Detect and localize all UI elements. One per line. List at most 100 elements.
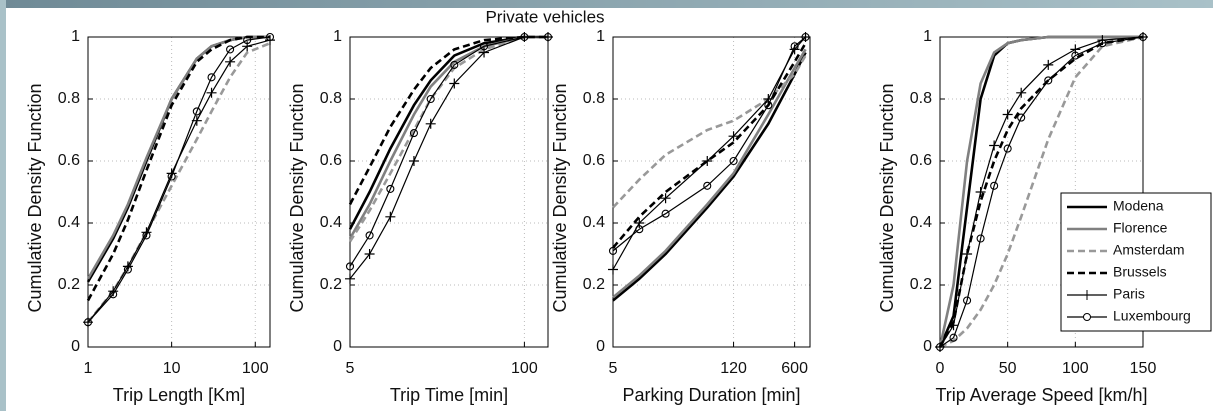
marker-plus	[425, 118, 436, 129]
marker-plus	[962, 249, 973, 259]
marker-plus	[1016, 87, 1027, 98]
marker-plus	[1043, 59, 1054, 70]
x-axis-label: Trip Length [Km]	[113, 385, 245, 405]
y-tick-label: 0.2	[58, 276, 80, 293]
legend-label: Luxembourg	[1113, 308, 1191, 324]
legend-label: Modena	[1113, 198, 1164, 214]
axes-box	[87, 36, 271, 348]
top-band	[0, 0, 1213, 8]
marker-plus	[479, 47, 490, 58]
marker-circle	[935, 342, 945, 352]
marker-circle	[265, 32, 275, 42]
marker-circle	[426, 94, 435, 104]
marker-circle	[142, 231, 151, 240]
marker-circle	[949, 333, 958, 342]
series-line	[612, 48, 807, 299]
marker-circle	[1138, 32, 1148, 42]
series-line	[348, 35, 548, 243]
marker-circle	[386, 184, 395, 193]
marker-plus	[660, 193, 671, 204]
y-tick-label: 0.2	[910, 276, 932, 293]
x-tick-label: 50	[999, 360, 1017, 377]
axes-box	[612, 36, 811, 348]
marker-plus	[608, 264, 618, 275]
y-tick-label: 0.6	[583, 152, 605, 169]
series-line	[612, 36, 806, 270]
marker-circle	[963, 296, 972, 305]
x-axis-label: Trip Average Speed [km/h]	[935, 385, 1147, 405]
marker-plus	[634, 218, 645, 228]
marker-circle	[167, 172, 176, 181]
x-tick-label: 100	[511, 360, 538, 377]
legend-box	[1060, 192, 1212, 332]
series-line	[939, 35, 1144, 349]
legend-label: Florence	[1113, 220, 1168, 236]
marker-plus	[702, 156, 713, 166]
marker-circle	[661, 209, 670, 218]
marker-circle	[365, 231, 374, 240]
y-tick-label: 0.6	[58, 152, 80, 169]
y-tick-label: 0.4	[320, 214, 342, 231]
marker-circle	[450, 60, 459, 69]
y-tick-label: 0	[333, 338, 342, 355]
x-axis-label: Parking Duration [min]	[622, 385, 800, 405]
marker-plus	[975, 187, 986, 197]
y-tick-label: 0	[923, 338, 932, 355]
marker-circle	[608, 246, 618, 255]
marker-circle	[479, 42, 489, 51]
y-tick-label: 0	[596, 338, 605, 355]
series-line	[612, 42, 807, 249]
x-tick-label: 1	[84, 360, 93, 377]
marker-circle	[409, 129, 419, 138]
marker-circle	[801, 32, 810, 42]
y-tick-label: 0.8	[583, 90, 605, 107]
marker-circle	[790, 42, 799, 51]
figure-title: Private vehicles	[485, 7, 604, 26]
y-tick-label: 0.2	[583, 276, 605, 293]
y-tick-label: 1	[596, 28, 605, 45]
y-tick-label: 0.6	[910, 152, 932, 169]
marker-circle	[729, 156, 738, 166]
x-axis-label: Trip Time [min]	[390, 385, 508, 405]
marker-plus	[364, 249, 375, 259]
y-axis-label: Cumulative Density Function	[287, 83, 307, 312]
y-tick-label: 0	[71, 338, 80, 355]
marker-plus	[728, 131, 739, 142]
series-line	[86, 41, 271, 324]
series-line	[349, 36, 548, 267]
y-tick-label: 0.8	[58, 90, 80, 107]
y-tick-label: 0.6	[320, 152, 342, 169]
y-axis-label: Cumulative Density Function	[550, 83, 570, 312]
x-tick-label: 120	[720, 360, 747, 377]
marker-circle	[1098, 39, 1107, 48]
marker-circle	[635, 225, 644, 234]
marker-circle	[543, 32, 553, 42]
y-axis-label: Cumulative Density Function	[877, 83, 897, 312]
y-tick-label: 1	[71, 28, 80, 45]
series-line	[939, 36, 1144, 348]
x-tick-label: 0	[936, 360, 945, 377]
marker-circle	[976, 234, 985, 243]
marker-circle	[226, 45, 235, 54]
x-tick-label: 100	[1062, 360, 1089, 377]
x-tick-label: 5	[346, 360, 355, 377]
x-tick-label: 100	[242, 360, 269, 377]
legend-marker	[1082, 290, 1092, 300]
marker-circle	[1003, 144, 1012, 153]
marker-plus	[206, 87, 217, 98]
left-band	[0, 0, 6, 411]
series-line	[938, 35, 1143, 348]
marker-circle	[109, 290, 118, 299]
series-line	[86, 35, 270, 283]
marker-circle	[520, 32, 529, 42]
marker-circle	[1017, 113, 1026, 122]
legend-label: Brussels	[1113, 264, 1167, 280]
marker-circle	[1044, 76, 1053, 85]
marker-plus	[385, 211, 396, 222]
y-tick-label: 1	[923, 28, 932, 45]
series-line	[612, 51, 807, 302]
marker-plus	[225, 56, 236, 67]
series-line	[348, 35, 548, 240]
marker-circle	[703, 181, 712, 190]
x-tick-label: 150	[1130, 360, 1157, 377]
